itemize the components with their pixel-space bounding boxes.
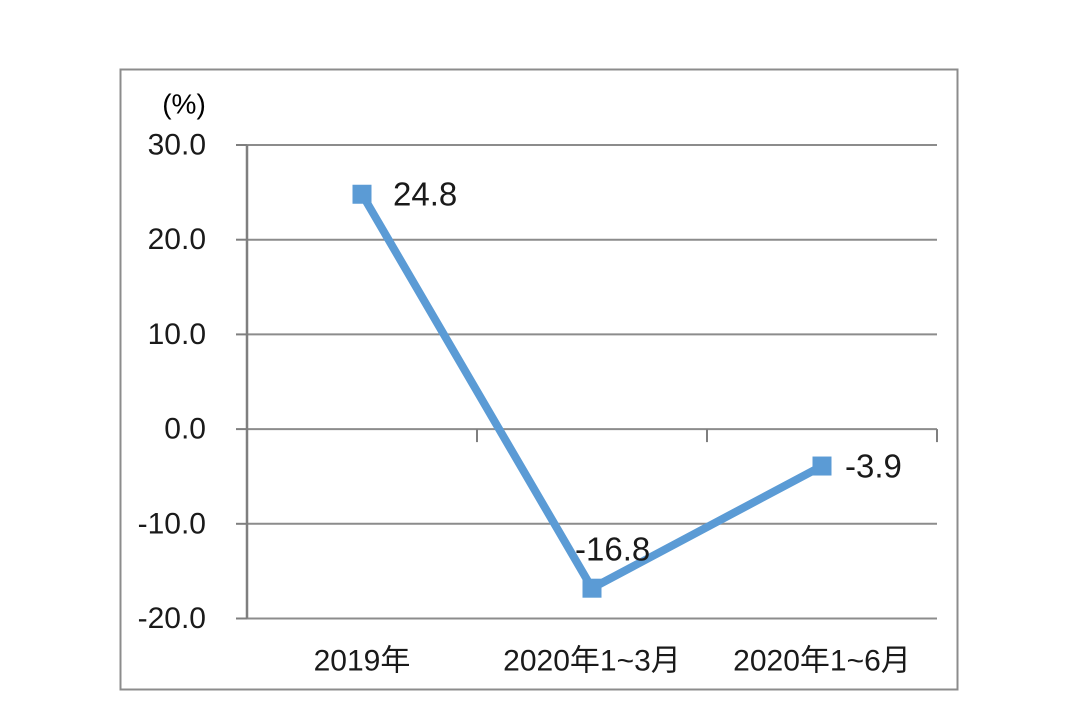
y-tick-label: 10.0 [148,318,206,351]
y-tick-labels: 30.0 20.0 10.0 0.0 -10.0 -20.0 [138,129,206,636]
data-point-marker [582,578,602,598]
y-tick-label: 30.0 [148,129,206,162]
y-tick-label: 0.0 [164,413,206,446]
x-category-label: 2020年1~6月 [733,645,911,678]
y-tick-label: 20.0 [148,223,206,256]
data-point-marker [352,184,372,204]
data-label: -3.9 [845,448,902,485]
data-label: 24.8 [393,176,457,213]
data-point-marker [812,456,832,476]
gridlines [247,144,937,620]
data-series [352,184,832,598]
y-axis-unit-label: (%) [162,89,206,120]
data-label: -16.8 [575,531,650,568]
x-category-labels: 2019年 2020年1~3月 2020年1~6月 [314,645,911,678]
y-tick-label: -20.0 [138,602,206,635]
x-category-label: 2019年 [314,645,411,678]
x-category-label: 2020年1~3月 [503,645,681,678]
chart-frame [119,68,959,691]
data-labels: 24.8 -16.8 -3.9 [393,176,902,568]
y-tick-label: -10.0 [138,507,206,540]
axes [236,144,938,620]
